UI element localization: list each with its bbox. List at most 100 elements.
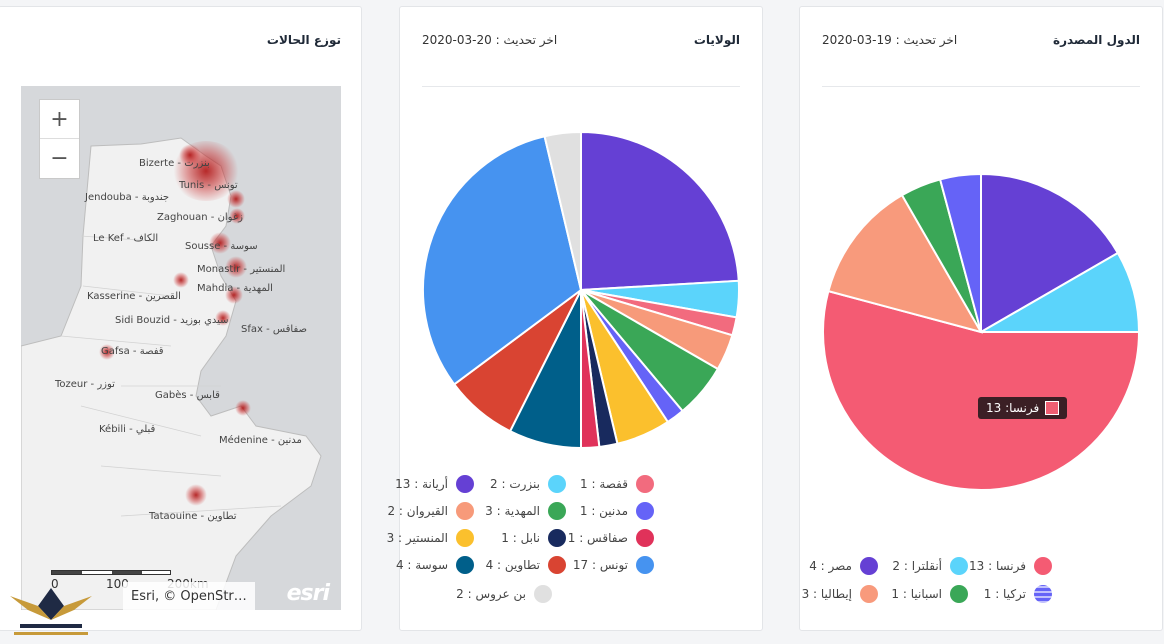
countries-divider [822, 86, 1140, 87]
countries-slice[interactable] [938, 172, 982, 333]
countries-legend-item[interactable]: مصر : 4 [809, 557, 878, 575]
tooltip-swatch [1045, 401, 1060, 415]
city-label: Tunis - تونس [179, 180, 238, 191]
city-label: Gafsa - قفصة [101, 346, 164, 357]
city-label: Tozeur - توزر [55, 379, 115, 390]
states-legend-item[interactable]: صفاقس : 1 [568, 529, 654, 547]
states-legend-dot [456, 556, 474, 574]
countries-legend-dot [860, 557, 878, 575]
states-slice[interactable] [543, 130, 582, 291]
hotspot-monastir[interactable] [225, 256, 247, 278]
countries-slice[interactable] [980, 172, 1120, 334]
city-label: Sidi Bouzid - سيدي بوزيد [115, 315, 229, 326]
states-legend-dot [548, 556, 566, 574]
states-legend-dot [636, 556, 654, 574]
city-label: Médenine - مدنين [219, 435, 302, 446]
city-label: Le Kef - الكاف [93, 233, 159, 244]
city-label: Monastir - المنستير [197, 264, 286, 275]
countries-legend-item[interactable]: إيطاليا : 3 [802, 585, 878, 603]
states-legend-item[interactable]: أريانة : 13 [395, 475, 474, 493]
states-legend-item[interactable]: قفصة : 1 [580, 475, 654, 493]
zoom-out-button[interactable]: − [50, 146, 69, 171]
zoom-controls: + − [39, 99, 80, 179]
states-card-title: الولايات [693, 33, 740, 47]
city-label: Tataouine - تطاوين [149, 511, 237, 522]
countries-legend-item[interactable]: تركيا : 1 [984, 585, 1052, 603]
pie-tooltip: فرنسا: 13 [978, 397, 1068, 419]
states-legend-dot [548, 529, 566, 547]
hotspot-tataouine[interactable] [185, 484, 207, 506]
states-legend-dot [636, 502, 654, 520]
countries-legend-item[interactable]: اسبانيا : 1 [891, 585, 968, 603]
countries-legend-dot [1034, 585, 1052, 603]
states-legend-item[interactable]: تونس : 17 [573, 556, 654, 574]
city-label: Kasserine - القصرين [87, 291, 181, 302]
states-legend-dot [456, 529, 474, 547]
city-label: Jendouba - جندوبة [85, 192, 170, 203]
city-label: Sousse - سوسة [185, 241, 258, 252]
states-pie-chart[interactable] [421, 130, 741, 450]
states-legend-item[interactable]: تطاوين : 4 [486, 556, 566, 574]
hotspot-bizerte[interactable] [179, 144, 201, 166]
countries-legend-item[interactable]: أنقلترا : 2 [892, 557, 968, 575]
states-legend-item[interactable]: مدنين : 1 [580, 502, 654, 520]
countries-legend-dot [950, 585, 968, 603]
states-legend-label: بنزرت : 2 [490, 477, 540, 491]
states-legend-item[interactable]: القيروان : 2 [387, 502, 474, 520]
states-legend-item[interactable]: بن عروس : 2 [456, 585, 552, 603]
states-slice[interactable] [580, 130, 740, 292]
hotspot-sousse[interactable] [209, 232, 231, 254]
states-slice[interactable] [422, 135, 583, 386]
countries-legend-label: إيطاليا : 3 [801, 587, 852, 601]
hotspot-nabeul[interactable] [227, 190, 245, 208]
states-legend-label: نابل : 1 [501, 531, 540, 545]
states-legend-item[interactable]: سوسة : 4 [396, 556, 474, 574]
city-label: Kébili - قبلي [99, 424, 156, 435]
states-legend-item[interactable]: المنستير : 3 [387, 529, 474, 547]
hotspot-mahdia[interactable] [225, 286, 243, 304]
countries-slice[interactable] [827, 193, 984, 334]
countries-legend-item[interactable]: فرنسا : 13 [969, 557, 1052, 575]
countries-slice[interactable] [822, 289, 1141, 491]
scale-bar [51, 570, 171, 575]
zoom-in-button[interactable]: + [40, 100, 79, 139]
city-label: Zaghouan - زغوان [157, 212, 243, 223]
hotspot-sfax[interactable] [215, 310, 231, 326]
states-legend-dot [548, 475, 566, 493]
cases-map[interactable]: + − Bizerte - بنزرت Tunis - تونس Jendoub… [21, 86, 341, 610]
states-legend-item[interactable]: بنزرت : 2 [490, 475, 566, 493]
states-legend-dot [548, 502, 566, 520]
hotspot-medenine[interactable] [235, 400, 251, 416]
countries-legend-label: تركيا : 1 [983, 587, 1026, 601]
states-legend-label: تطاوين : 4 [485, 558, 540, 572]
states-divider [422, 86, 740, 87]
states-legend-label: تونس : 17 [572, 558, 628, 572]
countries-legend-label: أنقلترا : 2 [892, 559, 942, 573]
countries-pie-chart[interactable] [821, 172, 1141, 492]
city-label: Sfax - صفاقس [241, 324, 308, 335]
hotspot-kairouan[interactable] [173, 272, 189, 288]
states-legend-dot [456, 502, 474, 520]
city-label: Bizerte - بنزرت [139, 158, 210, 169]
states-legend-label: مدنين : 1 [579, 504, 628, 518]
map-card-title: توزع الحالات [266, 33, 341, 47]
states-legend-label: سوسة : 4 [395, 558, 448, 572]
states-legend-item[interactable]: نابل : 1 [501, 529, 566, 547]
states-legend-item[interactable]: المهدية : 3 [485, 502, 566, 520]
countries-legend-dot [950, 557, 968, 575]
states-legend-dot [534, 585, 552, 603]
countries-updated: اخر تحديث : 19-03-2020 [822, 33, 958, 47]
hotspot-gafsa[interactable] [99, 344, 115, 360]
countries-legend-label: فرنسا : 13 [968, 559, 1026, 573]
countries-legend-label: اسبانيا : 1 [891, 587, 942, 601]
hotspot-zaghouan[interactable] [229, 208, 245, 224]
map-attribution[interactable]: Esri, © OpenStr… [123, 582, 255, 610]
states-legend-label: أريانة : 13 [395, 477, 448, 491]
esri-logo: esri [286, 581, 330, 606]
states-legend-label: القيروان : 2 [387, 504, 448, 518]
countries-legend-dot [1034, 557, 1052, 575]
countries-legend-label: مصر : 4 [809, 559, 852, 573]
states-legend-label: بن عروس : 2 [456, 587, 526, 601]
city-label: Mahdia - المهدية [197, 283, 273, 294]
countries-legend-dot [860, 585, 878, 603]
